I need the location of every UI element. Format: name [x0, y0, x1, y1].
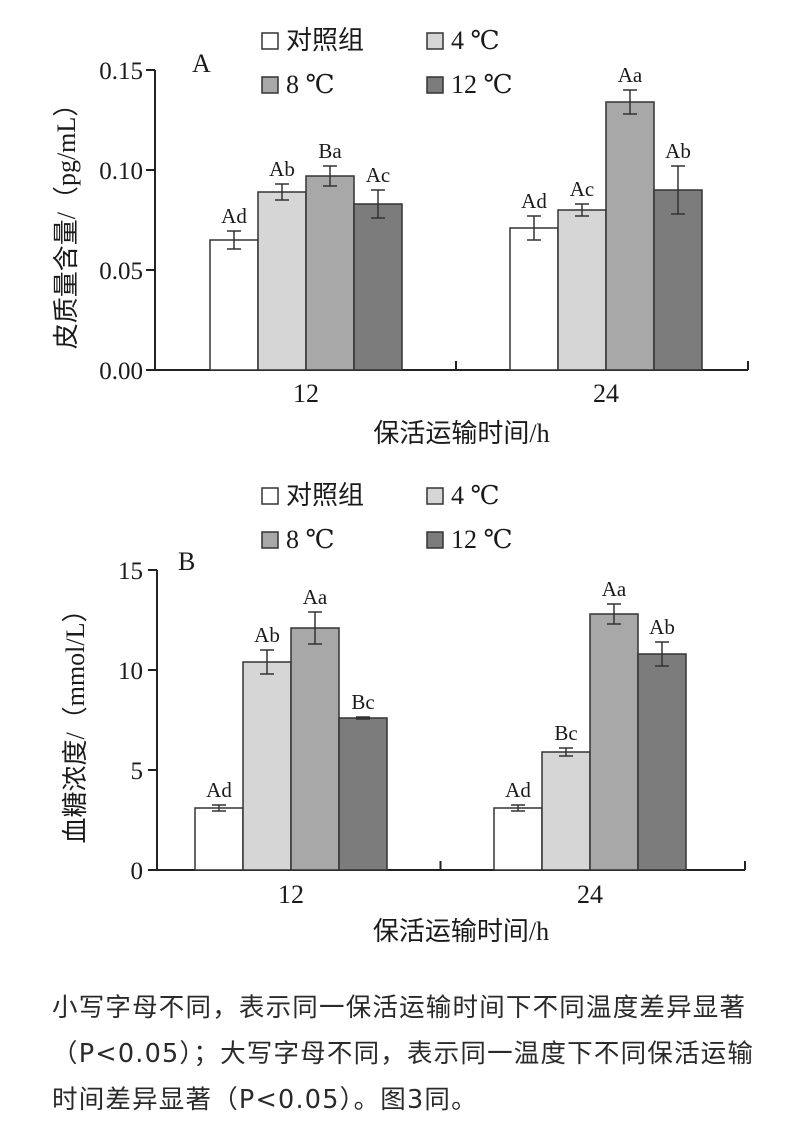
panel-b-data-label: Ab	[649, 615, 675, 639]
panel-a-legend-label: 12 ℃	[451, 70, 513, 99]
panel-a-legend-swatch	[261, 32, 279, 50]
panel-b-bar	[541, 751, 591, 871]
panel-a-x-axis-title: 保活运输时间/h	[373, 419, 549, 448]
panel-a-category-label: 12	[293, 379, 319, 408]
panel-a-y-tick-label: 0.00	[99, 358, 143, 385]
panel-b-y-tick-label: 0	[131, 858, 144, 885]
panel-a-data-label: Ab	[665, 139, 691, 163]
panel-b-legend-swatch	[426, 487, 444, 505]
panel-a-data-label: Ad	[221, 204, 247, 228]
panel-b-legend-swatch	[261, 487, 279, 505]
panel-a-bar	[209, 239, 259, 371]
panel-b-data-label: Ad	[206, 778, 232, 802]
panel-b-legend-swatch	[426, 531, 444, 549]
panel-b-data-label: Bc	[351, 690, 374, 714]
panel-b-legend-label: 8 ℃	[286, 525, 335, 554]
panel-a-data-label: Ac	[570, 177, 595, 201]
panel-b-x-axis-title: 保活运输时间/h	[373, 917, 549, 946]
panel-b-data-label: Aa	[602, 577, 627, 601]
panel-a-category-label: 24	[593, 379, 619, 408]
panel-a-legend-label: 对照组	[286, 26, 364, 55]
panel-a-legend-swatch	[261, 76, 279, 94]
panel-b-category-label: 12	[278, 880, 304, 909]
panel-a-bar	[305, 175, 355, 371]
panel-b-bar	[493, 807, 543, 871]
panel-a-bar	[509, 227, 559, 371]
panel-b-panel-label: B	[178, 547, 195, 576]
panel-b-bar	[194, 807, 244, 871]
panel-b-y-axis-title: 血糖浓度/（mmol/L）	[61, 596, 90, 843]
panel-a-legend-label: 8 ℃	[286, 70, 335, 99]
panel-a-bar	[605, 101, 655, 371]
panel-b-y-tick-label: 10	[118, 658, 143, 685]
figure-caption: 小写字母不同，表示同一保活运输时间下不同温度差异显著（P<0.05）；大写字母不…	[52, 993, 755, 1115]
panel-a-legend-swatch	[426, 76, 444, 94]
panel-b-data-label: Ab	[254, 623, 280, 647]
panel-b-legend-label: 12 ℃	[451, 525, 513, 554]
panel-b-data-label: Aa	[303, 585, 328, 609]
panel-b-y-tick-label: 5	[131, 758, 144, 785]
panel-b-bar	[290, 627, 340, 871]
panel-a-bar	[653, 189, 703, 371]
panel-b-bar	[637, 653, 687, 871]
panel-b-data-label: Ad	[505, 778, 531, 802]
panel-b-bar	[589, 613, 639, 871]
panel-b-bar	[338, 717, 388, 871]
panel-a-data-label: Ab	[269, 157, 295, 181]
panel-a-y-tick-label: 0.15	[99, 58, 143, 85]
panel-b-y-tick-label: 15	[118, 558, 143, 585]
panel-a-data-label: Ad	[521, 189, 547, 213]
panel-b-bar	[242, 661, 292, 871]
panel-b-category-label: 24	[577, 880, 603, 909]
panel-a-legend-label: 4 ℃	[451, 26, 500, 55]
panel-a-y-tick-label: 0.10	[99, 158, 143, 185]
panel-a-bar	[557, 209, 607, 371]
panel-a-bar	[353, 203, 403, 371]
panel-a-y-tick-label: 0.05	[99, 258, 143, 285]
panel-b-legend-label: 对照组	[286, 481, 364, 510]
panel-a-y-axis-title: 皮质量含量/（pg/mL）	[52, 91, 81, 350]
panel-b-legend-label: 4 ℃	[451, 481, 500, 510]
panel-a-data-label: Aa	[618, 63, 643, 87]
panel-b-data-label: Bc	[554, 721, 577, 745]
panel-b-legend-swatch	[261, 531, 279, 549]
panel-a-bar	[257, 191, 307, 371]
panel-a-legend-swatch	[426, 32, 444, 50]
figure: 0.00 0.05 0.10 0.15 Ad Ab Ba Ac 12 Ad Ac Aa Ab 24 A 对照组…	[52, 26, 749, 946]
panel-a-panel-label: A	[192, 49, 211, 78]
panel-a-data-label: Ba	[318, 139, 342, 163]
panel-a-data-label: Ac	[366, 163, 391, 187]
